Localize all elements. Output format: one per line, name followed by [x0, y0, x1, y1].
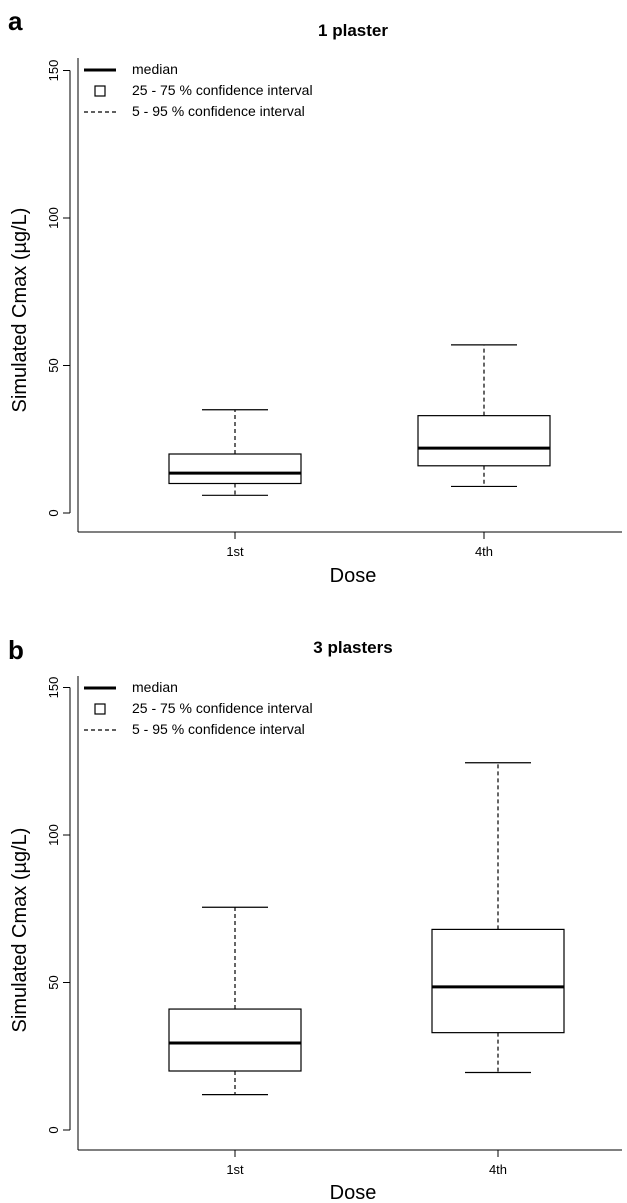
legend-box-symbol — [94, 85, 106, 97]
legend-label: 5 - 95 % confidence interval — [132, 721, 305, 737]
legend: median 25 - 75 % confidence interval 5 - 9… — [84, 679, 313, 737]
legend-label: median — [132, 61, 178, 77]
legend-box-symbol — [94, 703, 106, 715]
x-tick-label: 4th — [475, 544, 493, 559]
legend-label: 5 - 95 % confidence interval — [132, 103, 305, 119]
panel-letter: a — [8, 6, 23, 36]
plot-area: 0 50 100 150 1st 4th median 25 - 75 % confidenc… — [46, 58, 622, 559]
iqr-box — [168, 1008, 302, 1072]
y-tick-label: 50 — [46, 358, 61, 372]
plot-area: 0 50 100 150 1st 4th median 25 - 75 % confidenc… — [46, 676, 622, 1177]
x-axis-title: Dose — [330, 565, 377, 587]
iqr-box — [431, 928, 565, 1034]
panel-title: 3 plasters — [313, 638, 392, 657]
y-tick-label: 150 — [46, 60, 61, 82]
y-tick-label: 50 — [46, 975, 61, 989]
panel-letter: b — [8, 635, 24, 665]
x-tick-label: 4th — [489, 1162, 507, 1177]
x-tick-label: 1st — [226, 544, 244, 559]
legend: median 25 - 75 % confidence interval 5 - 9… — [84, 61, 313, 119]
y-axis-title: Simulated Cmax (µg/L) — [9, 828, 31, 1033]
iqr-box — [168, 453, 302, 485]
x-axis-title: Dose — [330, 1182, 377, 1203]
box-1st — [168, 906, 302, 1096]
y-tick-label: 150 — [46, 677, 61, 699]
panel-title: 1 plaster — [318, 21, 388, 40]
panel-b: b 3 plasters Simulated Cmax (µg/L) Dose … — [8, 635, 622, 1203]
box-1st — [168, 409, 302, 496]
box-4th — [431, 762, 565, 1074]
box-4th — [417, 344, 551, 488]
legend-label: median — [132, 679, 178, 695]
y-tick-label: 0 — [46, 1126, 61, 1133]
y-tick-label: 100 — [46, 207, 61, 229]
y-axis-title: Simulated Cmax (µg/L) — [9, 208, 31, 413]
y-tick-label: 0 — [46, 509, 61, 516]
legend-label: 25 - 75 % confidence interval — [132, 700, 313, 716]
panel-a: a 1 plaster Simulated Cmax (µg/L) Dose 0… — [8, 6, 622, 587]
iqr-box — [417, 415, 551, 467]
x-tick-label: 1st — [226, 1162, 244, 1177]
legend-label: 25 - 75 % confidence interval — [132, 82, 313, 98]
y-tick-label: 100 — [46, 824, 61, 846]
